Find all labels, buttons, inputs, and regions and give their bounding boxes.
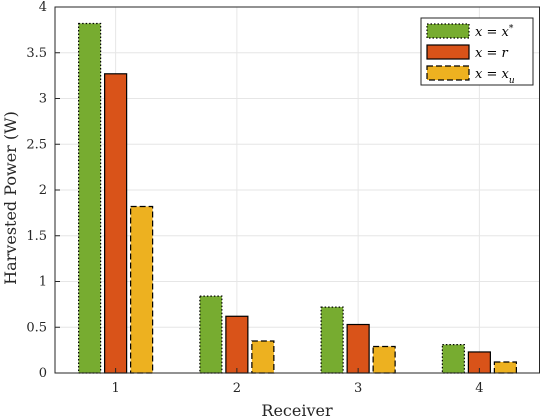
y-tick-label: 2: [39, 183, 47, 198]
legend-label: x = xu: [475, 67, 515, 86]
x-tick-label: 3: [354, 381, 362, 396]
y-tick-label: 0: [39, 366, 47, 381]
bar: [346, 323, 370, 374]
legend-label: x = r: [475, 46, 508, 61]
legend: x = x* x = r x = xu: [420, 17, 534, 86]
legend-swatch: [426, 65, 470, 81]
bar: [104, 73, 128, 374]
x-axis-label: Receiver: [261, 401, 333, 420]
bar: [199, 295, 223, 374]
y-tick-label: 1: [39, 275, 47, 290]
legend-swatch: [426, 23, 470, 39]
bar: [372, 345, 396, 374]
x-tick-label: 1: [111, 381, 119, 396]
y-tick-label: 2.5: [26, 137, 47, 152]
y-axis-label: Harvested Power (W): [1, 111, 20, 285]
bar: [493, 361, 517, 374]
x-tick-label: 4: [475, 381, 483, 396]
axes: 0 0.5 1 1.5 2 2.5 3 3.5 4 1 2 3 4: [26, 0, 540, 396]
bar: [225, 315, 249, 374]
y-tick-label: 3: [39, 92, 47, 107]
legend-label: x = x*: [475, 24, 514, 40]
bar: [78, 22, 102, 374]
y-tick-label: 4: [39, 0, 47, 15]
bar: [251, 340, 275, 374]
bar: [441, 344, 465, 374]
y-tick-label: 0.5: [26, 320, 47, 335]
x-tick-label: 2: [233, 381, 241, 396]
y-tick-label: 1.5: [26, 229, 47, 244]
bar: [130, 205, 154, 374]
y-tick-label: 3.5: [26, 46, 47, 61]
bar: [320, 306, 344, 374]
legend-swatch: [426, 44, 470, 60]
